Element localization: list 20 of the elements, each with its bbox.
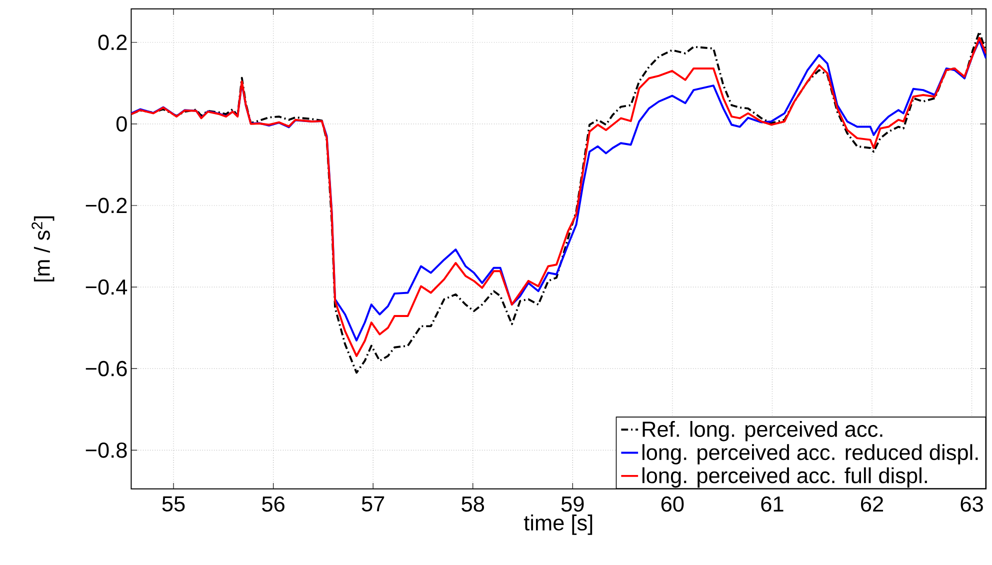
x-tick-label: 56 — [262, 496, 284, 512]
x-tick-label: 58 — [462, 496, 484, 512]
x-tick-label: 55 — [162, 496, 185, 512]
legend-label: long. perceived acc. reduced displ. — [642, 444, 978, 464]
x-tick-label: 57 — [362, 496, 384, 512]
x-tick-label: 61 — [761, 496, 784, 512]
y-tick-label: 0 — [116, 116, 127, 132]
y-tick-label: −0.2 — [86, 198, 127, 214]
y-tick-label: −0.8 — [86, 442, 127, 458]
y-axis-title: [m / s$^{2}$] — [32, 216, 54, 282]
x-tick-label: 62 — [861, 496, 884, 512]
legend-label: long. perceived acc. full displ. — [642, 467, 927, 488]
x-tick-label: 59 — [561, 496, 584, 512]
y-tick-label: −0.6 — [86, 360, 127, 376]
x-axis-title: time [s] — [524, 514, 592, 535]
legend-label: Ref. long. perceived acc. — [642, 420, 882, 442]
x-tick-label: 63 — [960, 496, 983, 512]
y-tick-label: −0.4 — [86, 279, 128, 295]
x-tick-label: 60 — [661, 496, 684, 512]
y-tick-label: 0.2 — [98, 34, 127, 50]
